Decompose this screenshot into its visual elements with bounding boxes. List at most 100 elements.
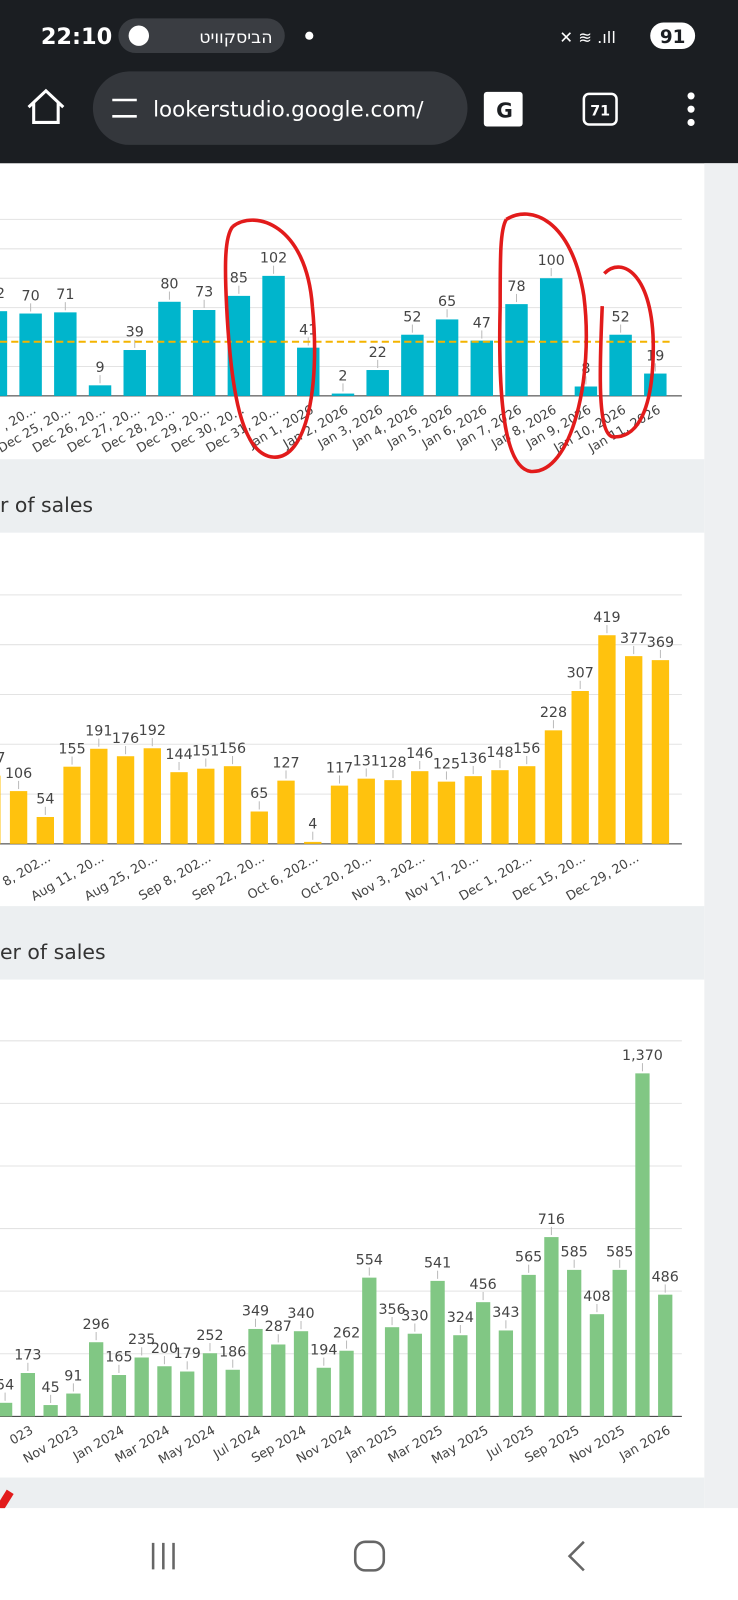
bar xyxy=(20,1373,36,1417)
bar xyxy=(407,1333,422,1417)
value-label: 1,370 xyxy=(622,1048,663,1064)
bar xyxy=(430,1280,445,1417)
value-label: 192 xyxy=(139,723,166,739)
value-label: 554 xyxy=(356,1252,383,1268)
bar xyxy=(475,1302,491,1417)
value-label: 349 xyxy=(242,1304,269,1320)
annotation xyxy=(0,212,656,1511)
value-label: 128 xyxy=(379,755,406,771)
bar xyxy=(357,778,375,844)
value-label: 716 xyxy=(538,1212,565,1228)
tabs-button[interactable] xyxy=(582,92,618,126)
side-gutter xyxy=(704,163,738,1509)
value-label: 200 xyxy=(151,1341,178,1357)
bar xyxy=(574,386,598,396)
value-label: 179 xyxy=(174,1346,201,1362)
value-label: 156 xyxy=(219,741,246,757)
bar xyxy=(366,370,389,396)
bar xyxy=(464,776,482,844)
bar xyxy=(453,1335,468,1417)
bar xyxy=(304,841,322,844)
bar xyxy=(225,1369,240,1417)
value-label: 70 xyxy=(22,288,40,304)
url: lookerstudio.google.com/ xyxy=(153,97,424,122)
value-label: 287 xyxy=(265,1319,292,1335)
value-label: 45 xyxy=(42,1380,60,1396)
value-label: 52 xyxy=(403,309,421,325)
value-label: 356 xyxy=(378,1302,405,1318)
value-label: 52 xyxy=(612,309,630,325)
bar xyxy=(0,1402,13,1417)
bar xyxy=(491,770,509,844)
value-label: 72 xyxy=(0,286,5,302)
value-label: 4 xyxy=(308,817,317,833)
chart-title: r of sales xyxy=(0,493,93,517)
value-label: 307 xyxy=(567,666,594,682)
bar xyxy=(521,1274,536,1417)
value-label: 330 xyxy=(401,1308,428,1324)
value-label: 194 xyxy=(310,1342,337,1358)
bar xyxy=(143,748,161,844)
value-label: 151 xyxy=(192,743,219,759)
url-bar[interactable] xyxy=(92,71,468,145)
bar xyxy=(362,1277,377,1417)
spotify-icon xyxy=(128,25,150,46)
home-button[interactable] xyxy=(27,88,65,124)
section-band xyxy=(0,906,705,980)
bar xyxy=(598,635,616,844)
bar xyxy=(589,1314,605,1417)
bar xyxy=(651,660,670,844)
value-label: 235 xyxy=(128,1332,155,1348)
bar xyxy=(567,1269,582,1417)
bar xyxy=(248,1328,263,1417)
value-label: 585 xyxy=(561,1245,588,1261)
bar xyxy=(202,1353,218,1417)
notification-text: הביסקוויט xyxy=(199,28,272,48)
dot xyxy=(305,31,314,40)
value-label: 19 xyxy=(646,348,664,364)
bar xyxy=(384,780,402,844)
clock: 22:10 xyxy=(41,24,112,50)
value-label: 85 xyxy=(230,271,248,287)
value-label: 165 xyxy=(105,1350,132,1366)
nav-bar xyxy=(0,1508,738,1600)
bar xyxy=(197,768,215,844)
bar xyxy=(36,816,54,844)
bar xyxy=(63,766,81,844)
bar xyxy=(316,1367,331,1417)
bar xyxy=(271,1344,286,1417)
value-label: 343 xyxy=(492,1305,519,1321)
value-label: 80 xyxy=(160,277,178,293)
menu-button[interactable] xyxy=(687,92,695,127)
home-nav-button[interactable] xyxy=(353,1540,386,1572)
value-label: 144 xyxy=(165,747,192,763)
value-label: 39 xyxy=(126,325,144,341)
bar xyxy=(54,312,77,396)
bar xyxy=(170,772,188,844)
value-label: 2 xyxy=(338,368,347,384)
bar xyxy=(339,1350,354,1417)
value-label: 91 xyxy=(64,1368,82,1384)
bar xyxy=(609,334,632,396)
translate-button[interactable] xyxy=(483,91,523,127)
bar xyxy=(43,1405,58,1417)
bar xyxy=(612,1269,627,1417)
bar xyxy=(411,771,429,844)
bar xyxy=(66,1393,81,1417)
site-settings-icon[interactable] xyxy=(112,98,137,118)
value-label: 73 xyxy=(195,285,213,301)
bar xyxy=(435,319,459,396)
bar xyxy=(134,1357,149,1417)
bar xyxy=(0,775,1,844)
back-button[interactable] xyxy=(567,1540,585,1572)
recents-button[interactable] xyxy=(151,1542,175,1570)
bar xyxy=(262,275,285,396)
section-band xyxy=(0,1477,705,1509)
bar xyxy=(192,310,216,396)
tab-count: 71 xyxy=(590,103,610,119)
value-label: 9 xyxy=(95,360,104,376)
bar xyxy=(293,1331,309,1417)
value-label: 54 xyxy=(36,792,54,808)
bar xyxy=(89,1342,104,1417)
